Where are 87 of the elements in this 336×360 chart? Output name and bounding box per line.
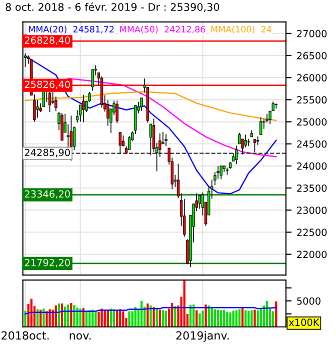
bar <box>174 306 176 327</box>
candlestick <box>82 94 85 123</box>
bar <box>24 310 26 327</box>
bar <box>235 310 238 327</box>
candlestick <box>235 145 238 165</box>
bar <box>98 312 100 327</box>
x-tick-label: nov. <box>70 333 91 340</box>
bar <box>254 310 256 327</box>
bar <box>229 312 232 327</box>
y-tick-label: 22000 <box>297 250 327 258</box>
y-tick-label: 25500 <box>297 96 327 104</box>
bar <box>272 311 274 327</box>
bar <box>158 310 161 327</box>
bar <box>214 309 216 327</box>
chart-title: 8 oct. 2018 - 6 févr. 2019 - Dr : 25390,30 <box>6 2 220 12</box>
candlestick <box>274 103 278 109</box>
bar <box>85 312 88 327</box>
candlestick <box>164 134 168 146</box>
text: MMA(100) 24 <box>211 26 272 34</box>
bar <box>76 308 78 327</box>
ref-line-label: 26828,40 <box>24 36 70 45</box>
candlestick <box>118 132 122 154</box>
candlestick <box>106 100 110 126</box>
bar <box>248 310 250 327</box>
y-tick-label: 22500 <box>297 228 327 236</box>
bar <box>131 311 134 327</box>
bar <box>204 304 207 327</box>
bar <box>198 313 201 327</box>
bar <box>256 310 259 327</box>
bar <box>164 310 168 327</box>
bar <box>238 309 241 327</box>
bar <box>73 305 76 327</box>
y-tick-label: 23000 <box>297 206 327 214</box>
bar <box>70 302 72 327</box>
bar <box>128 311 130 327</box>
y-tick-label: 24000 <box>297 162 327 170</box>
text: MMA(20) 24581,72 <box>28 26 114 34</box>
candlestick <box>116 100 118 124</box>
candlestick <box>241 138 244 155</box>
y-tick-label: 25000 <box>297 118 327 126</box>
bar <box>100 308 103 327</box>
y-tick-label: 24500 <box>297 140 327 148</box>
bar <box>48 309 51 327</box>
candlestick <box>272 101 274 112</box>
candlestick <box>54 96 58 112</box>
bar <box>223 310 226 327</box>
candlestick <box>238 132 241 144</box>
candlestick <box>220 165 222 180</box>
y-tick-label: 26500 <box>297 52 327 60</box>
candlestick <box>128 135 131 150</box>
candlestick <box>247 138 250 146</box>
candlestick <box>66 124 70 148</box>
bar <box>220 310 222 327</box>
bar <box>250 310 253 327</box>
bar <box>202 310 204 327</box>
candlestick <box>91 68 94 92</box>
bar <box>244 310 247 327</box>
ref-line-label: 23346,20 <box>24 190 70 199</box>
candlestick <box>268 110 272 124</box>
bar <box>216 310 220 327</box>
candlestick <box>140 98 143 112</box>
text: x100K <box>288 318 320 326</box>
bar <box>122 311 124 327</box>
candlestick <box>244 134 247 148</box>
bar <box>226 312 228 327</box>
candlestick <box>198 195 202 210</box>
bar <box>232 310 234 327</box>
y-tick-label: 5000 <box>297 297 320 305</box>
ref-line-label: 21792,20 <box>24 258 70 268</box>
y-tick-label: 23500 <box>297 184 327 192</box>
ref-line-label: 24285,90 <box>24 148 70 158</box>
x-tick-label: 2019janv. <box>176 331 229 342</box>
bar <box>162 310 164 327</box>
text: MMA(50) 24212,86 <box>120 26 206 34</box>
bar <box>241 308 244 327</box>
y-tick-label: 26000 <box>297 74 327 82</box>
y-tick-label: 27000 <box>297 30 327 38</box>
candlestick <box>260 116 262 136</box>
ref-line-label: 25826,40 <box>24 80 70 90</box>
candlestick <box>253 139 256 153</box>
bar <box>196 310 198 327</box>
candlestick <box>36 100 39 118</box>
bar <box>150 306 152 327</box>
line-series <box>24 91 277 122</box>
bar <box>152 307 155 327</box>
bar <box>183 280 186 327</box>
x-tick-label: 2018oct. <box>2 331 49 340</box>
